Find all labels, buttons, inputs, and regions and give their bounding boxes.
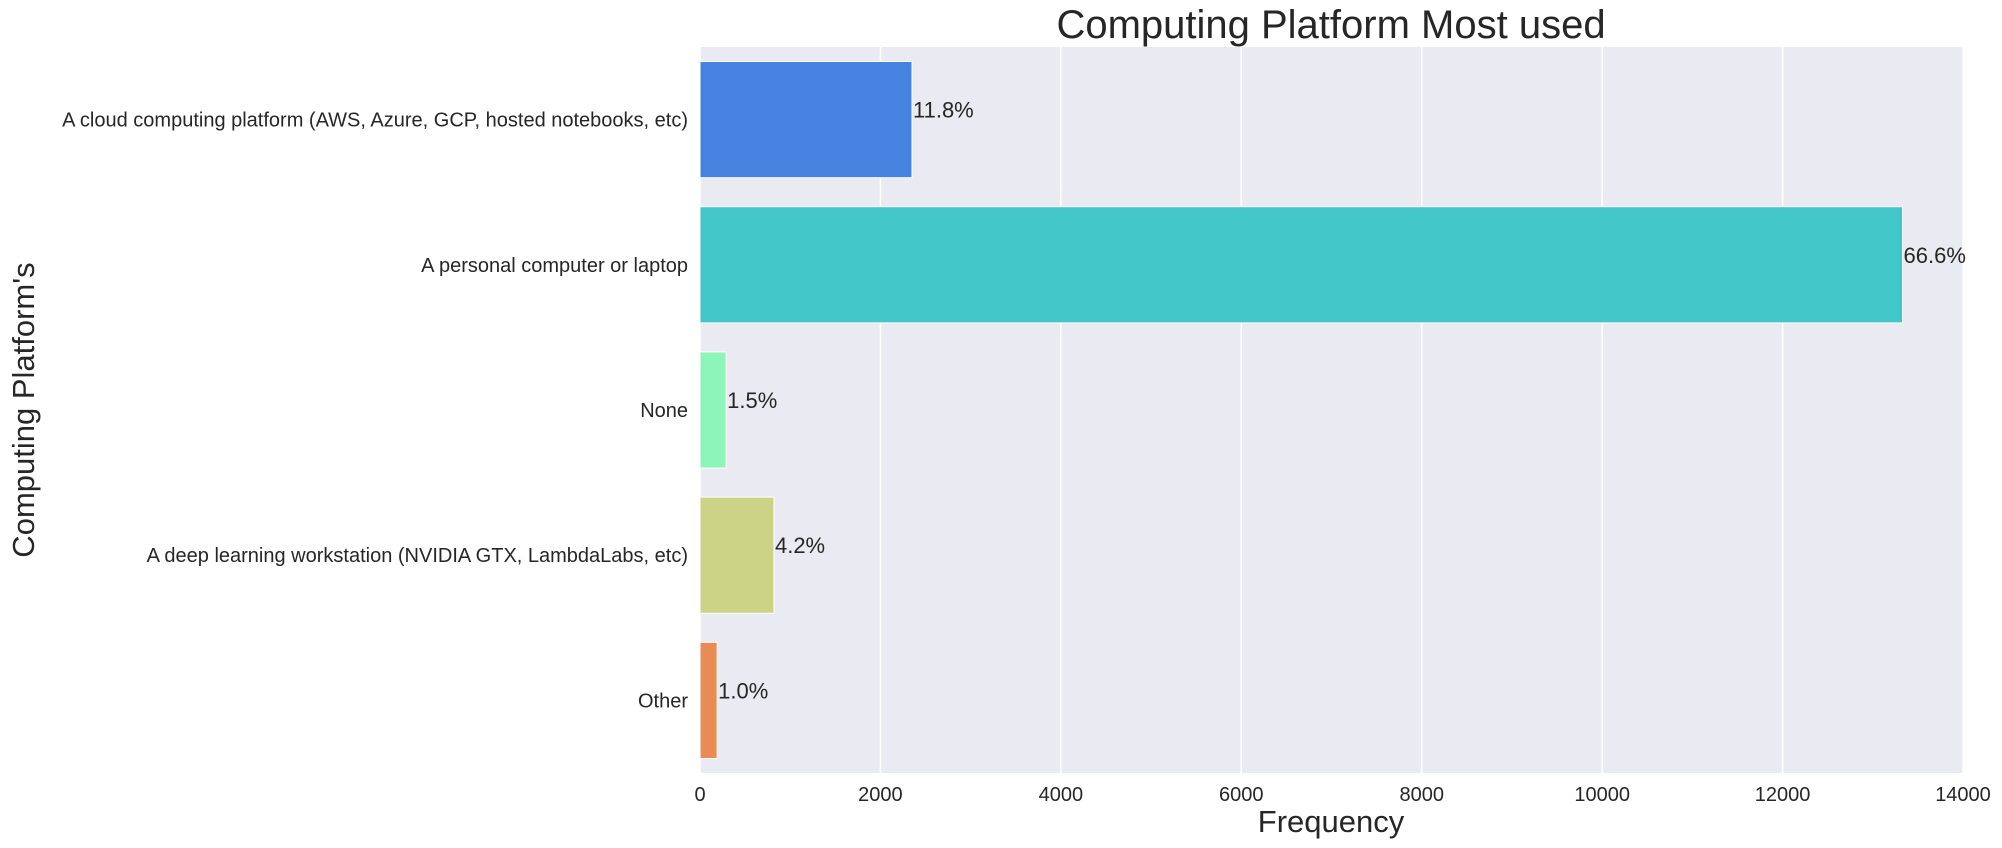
data-label: 1.0% [718, 678, 768, 703]
category-label: A personal computer or laptop [421, 255, 688, 277]
x-tick-label: 8000 [1399, 784, 1444, 806]
category-label: None [640, 400, 688, 422]
data-label: 66.6% [1904, 243, 1966, 268]
x-tick-label: 4000 [1039, 784, 1084, 806]
bar [699, 61, 913, 179]
y-axis-label: Computing Platform's [6, 262, 41, 557]
bar [699, 496, 775, 614]
data-label: 11.8% [913, 98, 974, 123]
bar [699, 641, 718, 759]
x-tick-labels: 0 2000 4000 6000 8000 10000 12000 14000 [694, 784, 1990, 806]
data-label: 4.2% [775, 533, 825, 558]
category-labels: A cloud computing platform (AWS, Azure, … [62, 110, 688, 713]
bars [699, 61, 1904, 759]
category-label: A deep learning workstation (NVIDIA GTX,… [147, 545, 688, 567]
x-axis-label: Frequency [1258, 804, 1405, 839]
bar [699, 351, 727, 469]
x-tick-label: 10000 [1574, 784, 1630, 806]
category-label: Other [638, 690, 688, 712]
chart-title: Computing Platform Most used [1056, 3, 1605, 47]
data-label: 1.5% [727, 388, 777, 413]
data-labels: 11.8% 66.6% 1.5% 4.2% 1.0% [718, 98, 1966, 704]
bar [699, 206, 1904, 324]
x-tick-label: 12000 [1755, 784, 1811, 806]
category-label: A cloud computing platform (AWS, Azure, … [62, 110, 688, 132]
x-tick-label: 2000 [858, 784, 903, 806]
x-tick-label: 6000 [1219, 784, 1264, 806]
x-tick-label: 14000 [1935, 784, 1991, 806]
x-tick-label: 0 [694, 784, 705, 806]
